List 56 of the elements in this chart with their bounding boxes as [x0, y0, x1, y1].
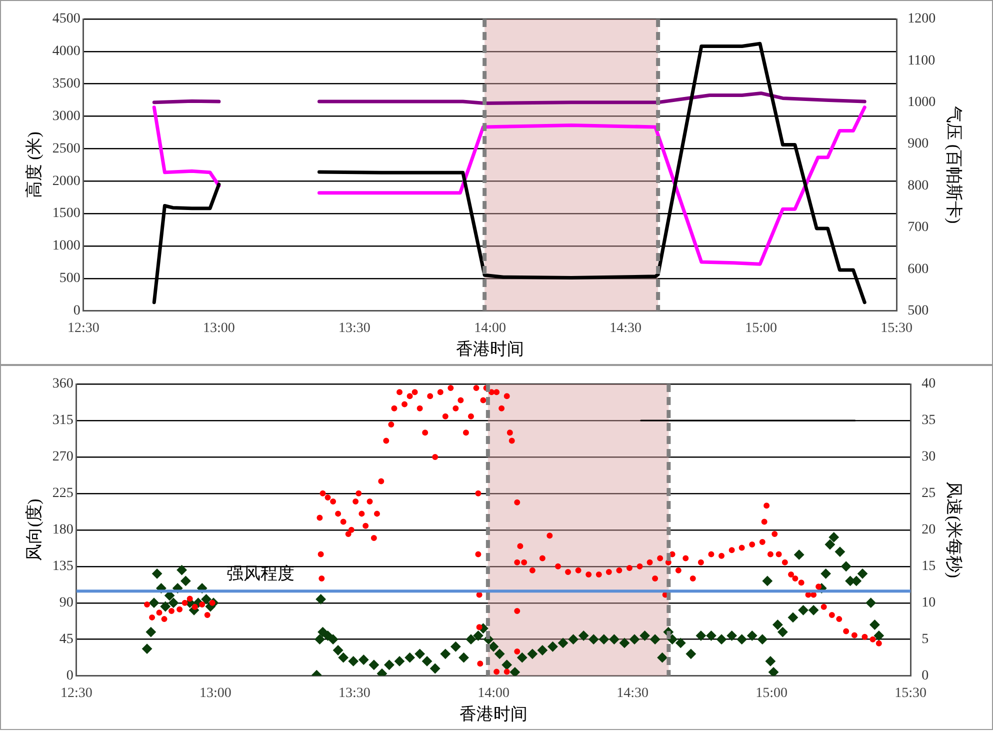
y2-tick-label: 600 [908, 262, 929, 277]
y2-tick-label: 40 [922, 376, 936, 392]
y-tick-label: 45 [59, 632, 74, 647]
y-tick-label: 135 [52, 559, 74, 574]
y-tick-label: 4000 [52, 44, 80, 60]
y-tick-label: 90 [59, 596, 74, 611]
y2-tick-label: 35 [922, 413, 936, 428]
y2-tick-label: 900 [908, 136, 929, 152]
x-tick-label: 13:30 [338, 686, 370, 701]
y2-tick-label: 15 [922, 559, 936, 574]
y2-tick-label: 30 [922, 450, 936, 465]
y-tick-label: 360 [52, 376, 74, 392]
y-tick-label: 4500 [52, 12, 80, 27]
y-tick-label: 180 [52, 522, 74, 538]
x-axis-title: 香港时间 [460, 704, 528, 724]
y2-tick-label: 0 [922, 668, 929, 684]
x-tick-label: 14:30 [616, 686, 648, 701]
y-tick-label: 1000 [52, 238, 80, 254]
y-tick-label: 270 [52, 450, 74, 465]
x-tick-label: 14:30 [610, 320, 642, 336]
y-tick-label: 0 [73, 303, 80, 318]
y2-tick-label: 1100 [908, 53, 936, 68]
y2-tick-label: 1000 [908, 95, 936, 110]
x-tick-label: 13:00 [202, 320, 235, 336]
y2-tick-label: 5 [922, 632, 929, 647]
x-tick-label: 12:30 [67, 320, 100, 336]
x-tick-label: 15:00 [745, 320, 778, 336]
x-tick-label: 13:30 [338, 320, 370, 336]
y2-tick-label: 1200 [908, 12, 936, 27]
y-axis-title: 高度 (米) [24, 132, 44, 198]
x-tick-label: 15:30 [880, 320, 913, 336]
x-axis-title: 香港时间 [456, 339, 524, 358]
y-tick-label: 500 [59, 271, 80, 286]
y2-axis-title: 风速(米每秒) [944, 482, 964, 578]
y2-tick-label: 800 [908, 178, 929, 194]
y2-tick-label: 700 [908, 220, 929, 236]
y2-tick-label: 25 [922, 486, 936, 502]
y-tick-label: 1500 [52, 206, 80, 222]
x-tick-label: 15:30 [894, 686, 927, 701]
y-tick-label: 2000 [52, 174, 80, 189]
x-tick-label: 13:00 [199, 686, 232, 701]
x-tick-label: 14:00 [478, 686, 510, 701]
y-axis-title: 风向(度) [24, 498, 44, 562]
y2-tick-label: 20 [922, 522, 936, 538]
x-tick-label: 14:00 [474, 320, 506, 336]
x-tick-label: 12:30 [60, 686, 92, 701]
y2-tick-label: 500 [908, 303, 929, 318]
x-tick-label: 15:00 [756, 686, 788, 701]
y-tick-label: 0 [66, 668, 74, 684]
y-tick-label: 3000 [52, 108, 80, 124]
y-tick-label: 2500 [52, 141, 80, 156]
y2-tick-label: 10 [922, 596, 936, 611]
y-tick-label: 315 [52, 413, 74, 428]
y2-axis-title: 气压 (百帕斯卡) [944, 106, 964, 224]
y-tick-label: 225 [52, 486, 74, 502]
y-tick-label: 3500 [52, 76, 80, 92]
